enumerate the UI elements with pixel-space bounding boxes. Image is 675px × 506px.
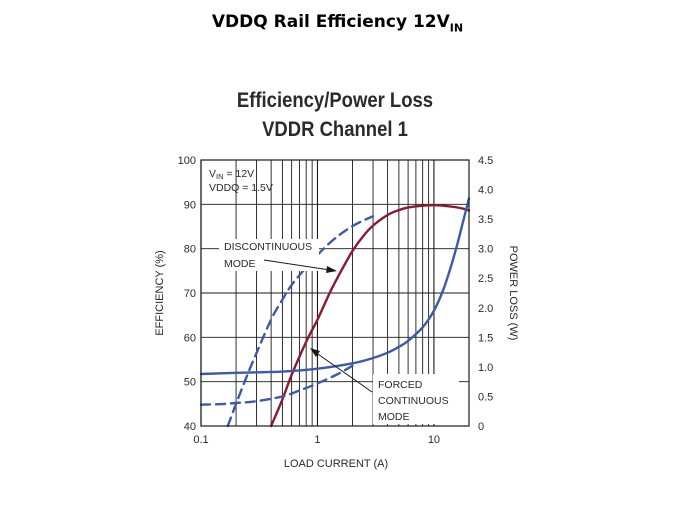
series-line-3 [199, 364, 354, 406]
y-tick-label-left: 70 [184, 288, 196, 300]
annotation-discontinuous-line-1: DISCONTINUOUS [224, 241, 312, 253]
vin-condition: VIN = 12V [209, 168, 254, 181]
y-tick-label-right: 2.5 [478, 273, 493, 285]
slide-title-text: VDDQ Rail Efficiency 12V [211, 12, 450, 32]
tick-labels: 0.1 1 10 40 50 60 70 80 90 100 0 0.5 1.0 1.5 2.0 2.5 3.0… [178, 155, 494, 446]
y-tick-label-right: 3.5 [478, 214, 493, 226]
y-tick-label-left: 40 [184, 421, 196, 433]
y-tick-label-right: 4.0 [478, 185, 493, 197]
annotation-discontinuous-line-2: MODE [224, 258, 256, 270]
annotation-forced: FORCED CONTINUOUS MODE [310, 348, 459, 424]
y-tick-label-left: 90 [184, 199, 196, 211]
y-tick-label-right: 2.0 [478, 303, 493, 315]
annotation-discontinuous-arrowhead [326, 266, 337, 273]
series-line-2 [199, 197, 471, 376]
y-tick-label-left: 80 [184, 244, 196, 256]
y-tick-label-right: 0.5 [478, 391, 493, 403]
y-tick-label-right: 3.0 [478, 244, 493, 256]
chart-title-line-1: Efficiency/Power Loss [236, 89, 434, 112]
y-tick-label-left: 60 [184, 332, 196, 344]
x-tick-label: 10 [428, 434, 440, 446]
y-tick-label-right: 4.5 [478, 155, 493, 167]
conditions-box: VIN = 12V VDDQ = 1.5V [209, 168, 273, 194]
annotation-discontinuous-pointer [263, 259, 331, 271]
y-axis-label-right: POWER LOSS (W) [507, 246, 519, 341]
annotation-forced-line-2: CONTINUOUS [378, 395, 449, 407]
y-axis-label-left: EFFICIENCY (%) [154, 250, 166, 335]
y-tick-label-left: 50 [184, 377, 196, 389]
annotation-forced-bg [373, 374, 459, 424]
slide-title: VDDQ Rail Efficiency 12VIN [0, 12, 675, 34]
annotation-forced-arrowhead [310, 348, 320, 357]
slide-title-subscript: IN [449, 21, 464, 35]
series-line-0 [269, 203, 471, 428]
vddq-condition: VDDQ = 1.5V [209, 182, 273, 194]
annotation-discontinuous: DISCONTINUOUS MODE [219, 239, 337, 273]
chart-title-line-2: VDDR Channel 1 [262, 118, 408, 141]
x-tick-label: 1 [314, 434, 320, 446]
y-tick-label-right: 1.5 [478, 332, 493, 344]
series-group [199, 197, 471, 428]
x-tick-label: 0.1 [193, 434, 208, 446]
annotation-forced-line-3: MODE [378, 411, 410, 423]
annotation-forced-pointer [314, 351, 373, 393]
x-axis-label: LOAD CURRENT (A) [284, 458, 388, 470]
y-tick-label-right: 1.0 [478, 362, 493, 374]
series-line-1 [226, 215, 375, 428]
plot-frame [200, 159, 470, 427]
y-tick-label-left: 100 [178, 155, 196, 167]
annotation-forced-line-1: FORCED [378, 379, 423, 391]
y-tick-label-right: 0 [478, 421, 484, 433]
